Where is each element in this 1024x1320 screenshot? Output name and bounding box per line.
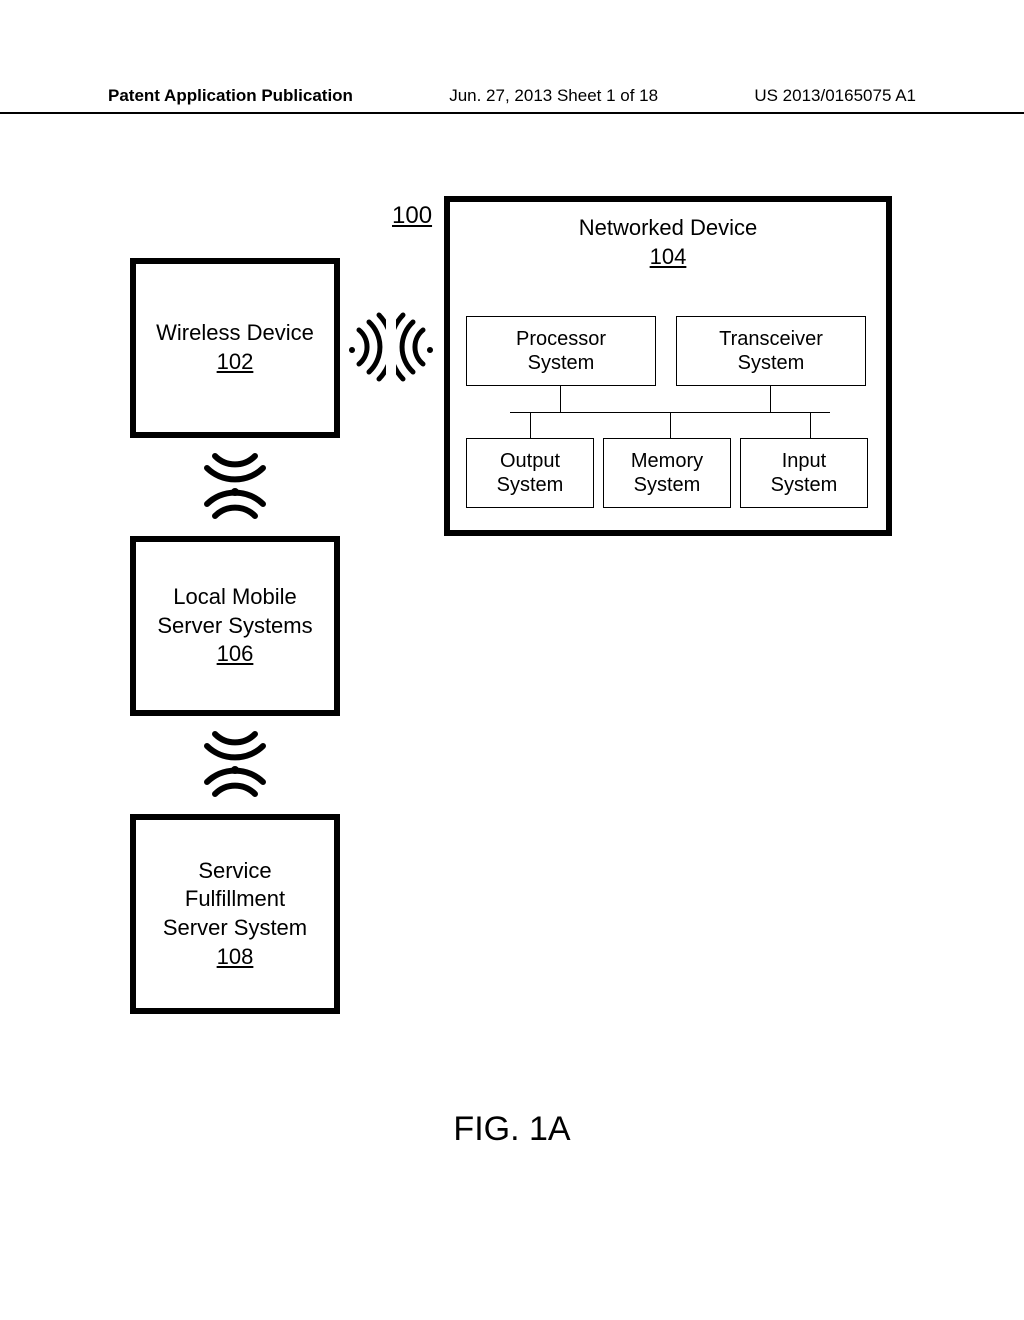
memory-l2: System [634,473,701,497]
output-l1: Output [500,449,560,473]
patent-header: Patent Application Publication Jun. 27, … [0,86,1024,114]
figure-ref-100: 100 [392,202,432,230]
input-system-box: Input System [740,438,868,508]
header-right: US 2013/0165075 A1 [754,86,916,106]
header-center: Jun. 27, 2013 Sheet 1 of 18 [449,86,658,106]
networked-device-box: Networked Device 104 Processor System Tr… [444,196,892,536]
service-ref: 108 [217,943,254,972]
output-l2: System [497,473,564,497]
service-l1: Service [198,857,271,886]
header-left: Patent Application Publication [108,86,353,106]
service-server-box: Service Fulfillment Server System 108 [130,814,340,1014]
memory-l1: Memory [631,449,703,473]
vertical-signal-2-icon [200,724,270,804]
transceiver-system-box: Transceiver System [676,316,866,386]
figure-caption: FIG. 1A [0,1110,1024,1149]
memory-system-box: Memory System [603,438,731,508]
networked-label: Networked Device [579,214,758,243]
processor-system-box: Processor System [466,316,656,386]
output-stub [530,412,531,438]
service-l2: Fulfillment [185,885,285,914]
local-l1: Local Mobile [173,583,297,612]
memory-stub [670,412,671,438]
wireless-signal-left-icon [396,312,436,382]
networked-ref: 104 [650,243,687,272]
input-stub [810,412,811,438]
input-l2: System [771,473,838,497]
local-ref: 106 [217,640,254,669]
wireless-signal-right-icon [346,312,386,382]
transceiver-l1: Transceiver [719,327,823,351]
page: Patent Application Publication Jun. 27, … [0,0,1024,1320]
local-l2: Server Systems [157,612,312,641]
local-server-box: Local Mobile Server Systems 106 [130,536,340,716]
input-l1: Input [782,449,826,473]
processor-l2: System [528,351,595,375]
service-l3: Server System [163,914,307,943]
output-system-box: Output System [466,438,594,508]
wireless-label: Wireless Device [156,319,314,348]
wireless-device-box: Wireless Device 102 [130,258,340,438]
trans-stub [770,386,771,412]
proc-stub [560,386,561,412]
wireless-ref: 102 [217,348,254,377]
processor-l1: Processor [516,327,606,351]
transceiver-l2: System [738,351,805,375]
vertical-signal-1-icon [200,446,270,526]
